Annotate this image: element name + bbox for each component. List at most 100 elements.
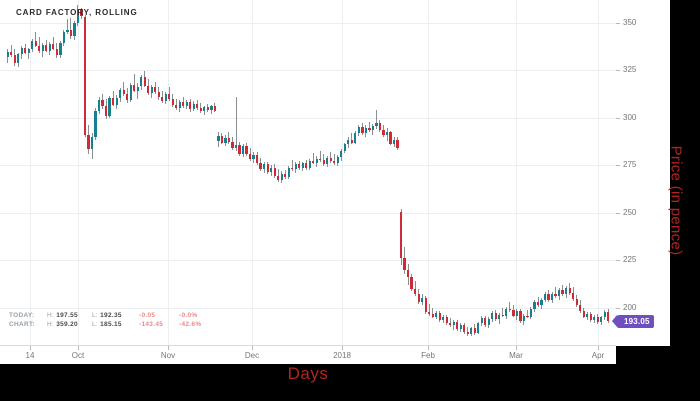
candle-body <box>347 139 350 145</box>
candle-body <box>227 137 231 142</box>
candle-body <box>512 309 515 316</box>
candle-body <box>589 313 592 321</box>
candle-body <box>308 160 311 169</box>
candle-body <box>522 315 526 322</box>
candle-body <box>213 105 217 112</box>
candle-wick <box>319 151 321 162</box>
candle-body <box>252 154 255 159</box>
date-tick-mark <box>168 346 169 350</box>
candle-body <box>410 276 413 289</box>
date-tick-label: Feb <box>421 351 435 360</box>
candle-wick <box>467 326 469 337</box>
candle-body <box>582 310 585 317</box>
price-tick-label: 250 <box>623 208 637 217</box>
candle-body <box>150 86 153 94</box>
candle-body <box>428 311 431 314</box>
candle-body <box>477 323 480 333</box>
candle-body <box>498 314 501 320</box>
candle-body <box>414 288 417 294</box>
candle-body <box>533 302 536 309</box>
candle-body <box>340 151 343 157</box>
candle-wick <box>38 37 40 54</box>
price-tick-label: 300 <box>623 113 637 122</box>
candle-body <box>291 168 294 170</box>
price-tick-mark <box>616 118 620 119</box>
candle-body <box>38 45 41 52</box>
candle-wick <box>35 32 37 47</box>
gridline-horizontal <box>0 70 616 71</box>
candle-body <box>540 300 543 306</box>
candle-body <box>329 157 332 161</box>
candle-body <box>357 127 360 134</box>
candle-body <box>20 48 23 55</box>
gridline-vertical <box>428 0 429 346</box>
stats-chart-change: -143.45 <box>139 321 164 328</box>
candle-body <box>543 293 547 301</box>
candle-body <box>73 22 76 37</box>
candle-body <box>547 293 550 301</box>
candle-wick <box>330 152 332 163</box>
candle-wick <box>66 19 68 35</box>
candle-wick <box>333 153 335 166</box>
candle-body <box>603 311 606 318</box>
candle-body <box>343 144 346 152</box>
candle-body <box>196 103 199 109</box>
candle-body <box>596 316 599 323</box>
candle-wick <box>555 287 557 298</box>
candle-body <box>129 84 132 100</box>
candle-wick <box>133 74 135 93</box>
candle-body <box>600 317 603 323</box>
candle-body <box>301 163 304 169</box>
candle-body <box>6 52 9 58</box>
candle-body <box>333 160 336 164</box>
candle-body <box>255 154 259 164</box>
candle-body <box>168 94 171 99</box>
date-tick-label: Nov <box>160 351 176 360</box>
candle-wick <box>291 159 293 172</box>
candle-body <box>52 43 55 50</box>
candle-body <box>501 314 504 316</box>
candle-body <box>480 318 483 324</box>
candle-body <box>147 85 150 94</box>
candle-body <box>431 313 434 317</box>
candle-body <box>66 30 69 33</box>
candle-body <box>161 96 164 101</box>
candle-body <box>305 163 308 169</box>
candle-wick <box>432 307 434 319</box>
candle-body <box>270 168 273 173</box>
candle-body <box>97 99 101 112</box>
gridline-vertical <box>252 0 253 346</box>
candle-body <box>519 310 522 322</box>
candle-wick <box>509 302 511 312</box>
candle-wick <box>70 18 72 39</box>
candle-body <box>378 122 382 131</box>
candle-body <box>508 308 511 311</box>
candle-body <box>241 146 245 154</box>
candle-body <box>361 127 364 134</box>
candle-body <box>557 289 561 296</box>
price-axis[interactable]: 350 325 300 275 250 225 200 <box>616 0 670 346</box>
candle-wick <box>351 133 353 145</box>
candle-body <box>435 312 438 317</box>
candle-body <box>189 101 192 110</box>
candle-body <box>234 145 238 149</box>
candle-body <box>119 90 122 98</box>
candle-body <box>494 312 497 320</box>
candle-body <box>171 98 174 105</box>
candle-wick <box>10 44 12 58</box>
candle-wick <box>277 169 279 182</box>
candle-body <box>143 76 146 86</box>
candle-body <box>199 108 202 112</box>
candle-body <box>48 43 51 52</box>
date-tick-label: Dec <box>244 351 260 360</box>
candle-body <box>364 128 368 134</box>
date-tick-mark <box>428 346 429 350</box>
price-tick-mark <box>616 260 620 261</box>
stats-chart-high: H: 359.20 <box>47 321 78 328</box>
date-axis[interactable]: 14 Oct Nov Dec 2018 Feb Mar Apr <box>0 346 616 364</box>
price-tick-label: 275 <box>623 160 637 169</box>
axis-baseline <box>0 345 616 346</box>
candle-body <box>284 173 287 177</box>
candle-body <box>122 90 125 95</box>
gridline-vertical <box>78 0 79 346</box>
